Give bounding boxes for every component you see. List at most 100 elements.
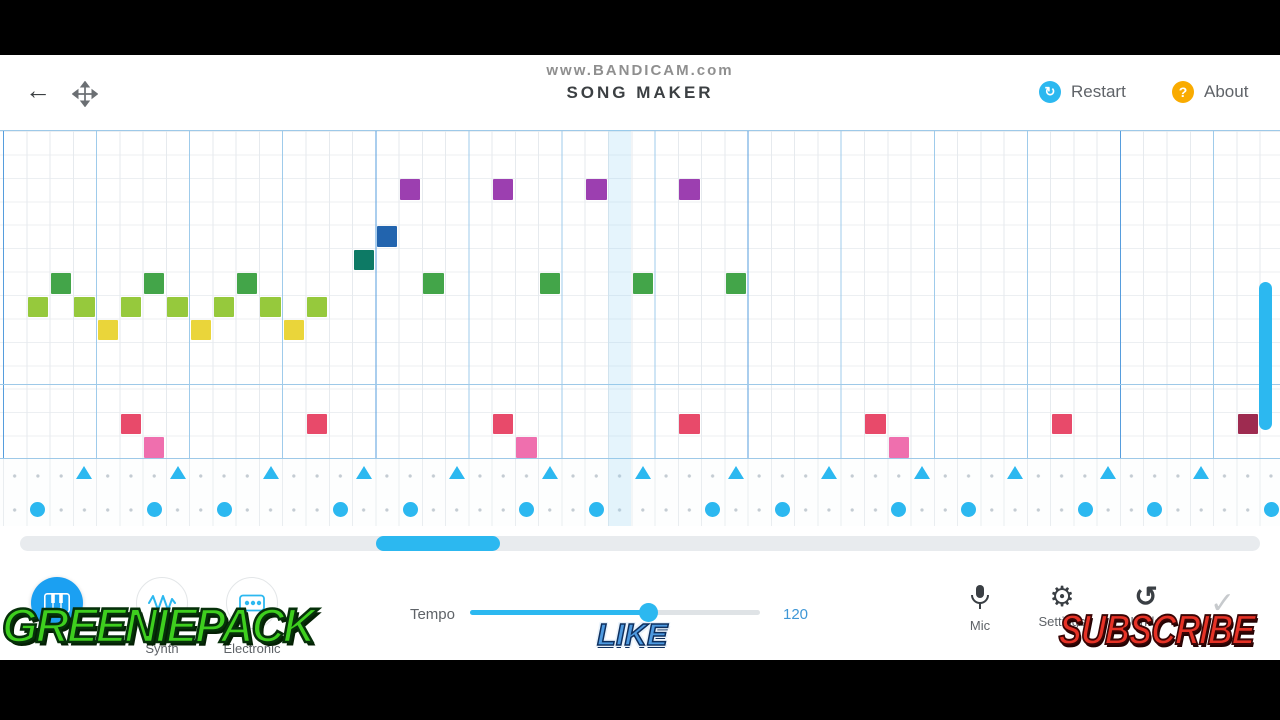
tempo-slider-fill	[470, 610, 648, 615]
note-cell-red[interactable]	[120, 413, 142, 435]
percussion-circle[interactable]	[891, 502, 907, 517]
note-cell-red[interactable]	[1051, 413, 1072, 435]
synth-wave-icon	[148, 595, 176, 611]
percussion-circle[interactable]	[1147, 502, 1163, 517]
note-cell-pink[interactable]	[888, 437, 910, 458]
percussion-triangle[interactable]	[821, 466, 838, 479]
percussion-triangle[interactable]	[914, 466, 931, 479]
settings-button[interactable]: ⚙ Settings	[1027, 558, 1097, 630]
about-label: About	[1204, 82, 1249, 101]
toolbar: Synth Electronic Tempo 120	[0, 558, 1280, 660]
move-tool-button[interactable]	[71, 80, 99, 112]
percussion-grid[interactable]	[0, 458, 1280, 526]
note-grid[interactable]	[0, 130, 1280, 526]
perc-row-circles[interactable]	[0, 493, 1280, 526]
note-cell-lightgreen[interactable]	[27, 296, 49, 317]
note-cell-red[interactable]	[679, 413, 700, 435]
note-cell-red[interactable]	[493, 413, 514, 435]
back-button[interactable]: ←	[25, 77, 51, 103]
percussion-circle[interactable]	[588, 502, 604, 517]
note-cell-yellow[interactable]	[97, 319, 118, 341]
tempo-label: Tempo	[409, 606, 455, 623]
note-cell-green[interactable]	[423, 273, 444, 294]
note-cell-green[interactable]	[725, 273, 747, 294]
horizontal-scrollbar-track[interactable]	[20, 536, 1260, 551]
percussion-triangle[interactable]	[355, 466, 372, 479]
percussion-circle[interactable]	[332, 502, 348, 517]
note-cell-red[interactable]	[307, 413, 328, 435]
page-title: SONG MAKER	[566, 83, 714, 102]
note-cell-pink[interactable]	[144, 437, 165, 458]
tempo-value: 120	[783, 606, 809, 623]
gear-icon: ⚙	[1049, 581, 1075, 612]
note-cell-yellow[interactable]	[283, 319, 304, 341]
note-cell-lightgreen[interactable]	[167, 296, 188, 317]
melody-grid[interactable]	[0, 130, 1280, 458]
note-cell-purple[interactable]	[586, 179, 607, 200]
piano-icon	[44, 593, 70, 613]
percussion-triangle[interactable]	[1193, 466, 1210, 479]
undo-button[interactable]: ↺ Undo	[1111, 558, 1181, 630]
note-cell-purple[interactable]	[679, 179, 700, 200]
percussion-circle[interactable]	[216, 502, 232, 517]
note-cell-pink[interactable]	[516, 437, 537, 458]
note-cell-lightgreen[interactable]	[213, 296, 235, 317]
percussion-triangle[interactable]	[448, 466, 465, 479]
percussion-triangle[interactable]	[262, 466, 279, 479]
percussion-circle[interactable]	[1263, 502, 1279, 517]
beats-label-electronic: Electronic	[223, 641, 281, 656]
percussion-circle[interactable]	[146, 502, 162, 517]
note-cell-blue[interactable]	[376, 226, 398, 247]
restart-button[interactable]: ↻ Restart	[1039, 81, 1126, 103]
drum-machine-icon	[239, 594, 265, 612]
note-cell-green[interactable]	[144, 273, 165, 294]
note-cell-teal[interactable]	[353, 249, 374, 271]
percussion-triangle[interactable]	[76, 466, 93, 479]
header: www.BANDICAM.com SONG MAKER ←	[0, 55, 1280, 130]
note-cell-green[interactable]	[632, 273, 654, 294]
percussion-triangle[interactable]	[728, 466, 744, 479]
beats-button-electronic[interactable]	[226, 577, 278, 629]
restart-label: Restart	[1071, 82, 1126, 101]
instrument-button-piano[interactable]	[31, 577, 83, 629]
percussion-triangle[interactable]	[541, 466, 558, 479]
note-cell-darkred[interactable]	[1237, 413, 1259, 435]
move-icon	[71, 80, 99, 108]
letterbox-bottom	[0, 660, 1280, 720]
percussion-circle[interactable]	[30, 502, 46, 517]
note-cell-purple[interactable]	[493, 179, 514, 200]
save-button[interactable]: ✓	[1210, 586, 1235, 621]
percussion-circle[interactable]	[775, 502, 791, 517]
percussion-triangle[interactable]	[169, 466, 186, 479]
note-cell-purple[interactable]	[400, 179, 421, 200]
percussion-triangle[interactable]	[1100, 466, 1117, 479]
note-cell-lightgreen[interactable]	[307, 296, 328, 317]
percussion-triangle[interactable]	[634, 466, 651, 479]
mic-button[interactable]: Mic	[945, 558, 1015, 633]
percussion-circle[interactable]	[402, 502, 418, 517]
percussion-circle[interactable]	[519, 502, 535, 517]
song-maker-app: www.BANDICAM.com SONG MAKER ←	[0, 55, 1280, 660]
tempo-slider-thumb[interactable]	[639, 603, 658, 622]
note-cell-lightgreen[interactable]	[74, 296, 95, 317]
note-cell-green[interactable]	[237, 273, 258, 294]
bandicam-watermark: www.BANDICAM.com	[546, 62, 734, 79]
about-button[interactable]: ? About	[1172, 81, 1248, 103]
horizontal-scrollbar-thumb[interactable]	[376, 536, 500, 551]
note-cell-green[interactable]	[51, 273, 72, 294]
check-icon: ✓	[1210, 587, 1236, 620]
vertical-scrollbar-thumb[interactable]	[1259, 282, 1272, 430]
note-cell-red[interactable]	[865, 413, 886, 435]
note-cell-lightgreen[interactable]	[120, 296, 142, 317]
percussion-triangle[interactable]	[1007, 466, 1024, 479]
note-cell-green[interactable]	[539, 273, 560, 294]
tempo-slider-track[interactable]	[470, 610, 760, 615]
note-cell-yellow[interactable]	[190, 319, 211, 341]
percussion-circle[interactable]	[1077, 502, 1093, 517]
undo-label: Undo	[1130, 614, 1162, 629]
note-cell-lightgreen[interactable]	[260, 296, 281, 317]
percussion-circle[interactable]	[705, 502, 721, 517]
instrument-button-synth[interactable]	[136, 577, 188, 629]
percussion-circle[interactable]	[961, 502, 977, 517]
perc-row-triangles[interactable]	[0, 459, 1280, 493]
